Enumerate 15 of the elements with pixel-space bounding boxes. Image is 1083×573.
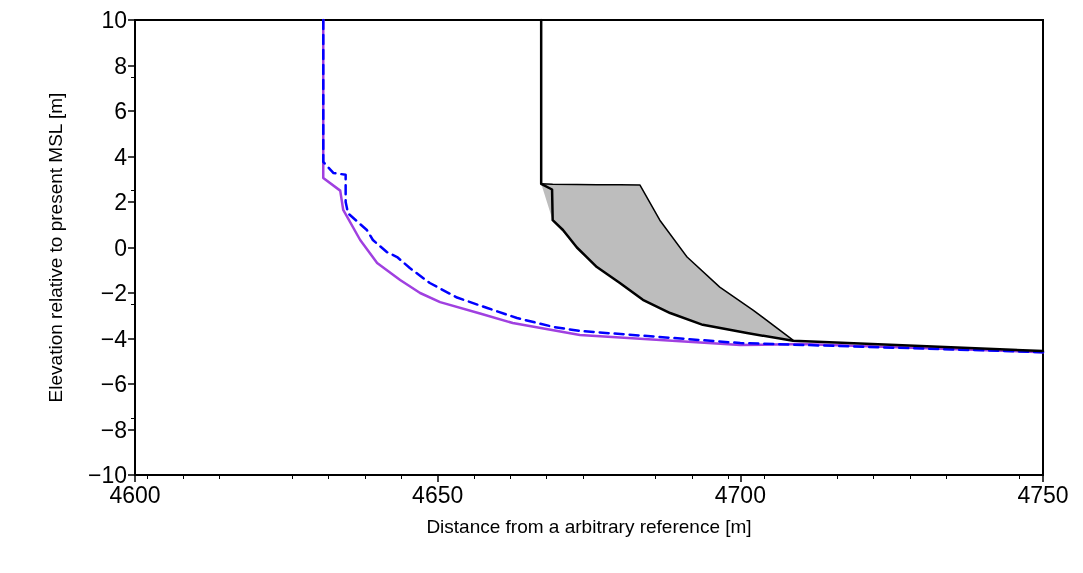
x-axis-title: Distance from a arbitrary reference [m]: [426, 516, 752, 537]
y-tick-label: −6: [100, 371, 127, 397]
y-tick-label: 6: [114, 98, 127, 124]
y-tick-label: −2: [100, 280, 127, 306]
x-tick-label: 4700: [714, 481, 766, 508]
x-tick-label: 4750: [1017, 481, 1069, 508]
y-tick-label: −8: [100, 416, 127, 443]
y-tick-label: 2: [114, 189, 127, 215]
y-tick-label: 4: [114, 143, 128, 170]
x-tick-label: 4650: [412, 481, 464, 508]
y-tick-label: −4: [100, 325, 128, 352]
y-axis-title: Elevation relative to present MSL [m]: [45, 92, 66, 403]
y-tick-label: 8: [114, 52, 127, 79]
y-tick-label: 0: [114, 234, 127, 261]
y-tick-label: 10: [101, 7, 127, 33]
